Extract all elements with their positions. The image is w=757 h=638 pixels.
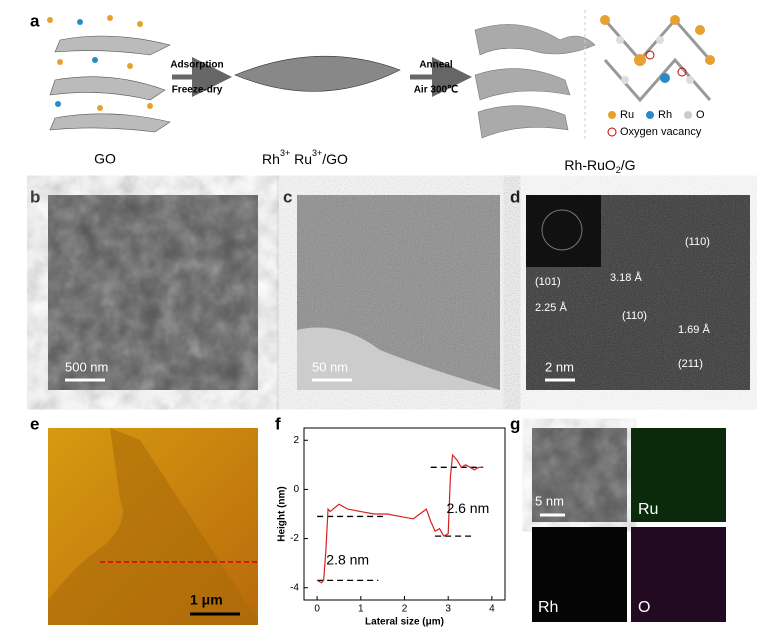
y-tick-label: -4 [290, 582, 299, 593]
go-sheets [49, 35, 171, 133]
map-label: O [638, 599, 650, 616]
d-label: 2.25 Å [535, 301, 567, 314]
d-label: (110) [685, 236, 710, 248]
loaded-sheet [234, 55, 401, 92]
x-tick-label: 0 [314, 604, 320, 615]
scale-label: 50 nm [312, 359, 348, 374]
legend-label: Rh [658, 109, 672, 121]
x-tick-label: 1 [358, 604, 364, 615]
caption-sup: 3+ [280, 148, 290, 158]
scale-label: 5 nm [535, 493, 564, 508]
height-profile-chart: 0 1 2 3 4 -4 -2 0 2 Lateral size (μm) Height (nm) 2… [277, 427, 506, 628]
map-label: Rh [538, 599, 558, 616]
ions [47, 15, 153, 111]
d-label: (211) [678, 358, 703, 370]
scale-label: 2 nm [545, 359, 574, 374]
panel-letter: g [510, 414, 520, 433]
legend-label: Oxygen vacancy [620, 126, 702, 138]
caption-sub: 2 [616, 165, 621, 175]
crystal [600, 15, 715, 103]
panel-letter: b [30, 187, 40, 206]
panel-letter: e [30, 414, 39, 433]
step-label: Adsorption [170, 60, 223, 71]
caption: GO [94, 151, 116, 167]
caption: Rh-RuO2/G [564, 157, 635, 176]
d-label: 1.69 Å [678, 323, 710, 336]
legend-marker [684, 111, 692, 119]
sem-texture [48, 195, 258, 390]
scale-label: 1 μm [190, 592, 223, 608]
tem-background [297, 327, 500, 390]
caption-part: /G [621, 157, 636, 173]
legend-label: Ru [620, 109, 634, 121]
panel-letter: f [275, 414, 281, 433]
scale-label: 500 nm [65, 359, 108, 374]
step-label: Freeze-dry [172, 85, 223, 96]
caption-sup: 3+ [312, 148, 322, 158]
legend-label: O [696, 109, 705, 121]
ru-map [631, 428, 726, 522]
o-map [631, 527, 726, 622]
graphene-sheets [474, 24, 596, 139]
x-axis-label: Lateral size (μm) [365, 617, 444, 628]
d-label: (101) [535, 276, 561, 288]
caption-part: Ru [290, 151, 312, 167]
y-axis-label: Height (nm) [277, 486, 288, 542]
y-tick-label: -2 [290, 533, 299, 544]
rh-map [532, 527, 627, 622]
saed-ring [541, 209, 583, 251]
d-label: (110) [622, 310, 647, 322]
step-label: Air 300℃ [414, 85, 459, 96]
caption: Rh3+ Ru3+/GO [262, 148, 348, 166]
caption-part: /GO [322, 151, 348, 167]
x-tick-label: 3 [445, 604, 451, 615]
d-label: 3.18 Å [610, 271, 642, 284]
annotation: 2.8 nm [326, 551, 369, 567]
legend-marker [646, 111, 654, 119]
panel-letter: d [510, 187, 520, 206]
x-tick-label: 2 [402, 604, 408, 615]
profile-line [316, 453, 484, 584]
afm-sheet [48, 428, 258, 625]
panel-letter: c [283, 187, 292, 206]
caption-part: Rh-RuO [564, 157, 615, 173]
step-label: Anneal [419, 60, 453, 71]
legend-marker [608, 111, 616, 119]
annotation: 2.6 nm [446, 500, 489, 516]
panel-letter: a [30, 11, 40, 30]
y-tick-label: 0 [293, 484, 299, 495]
x-tick-label: 4 [489, 604, 495, 615]
saed-inset [526, 195, 601, 267]
y-tick-label: 2 [293, 435, 299, 446]
map-label: Ru [638, 501, 658, 518]
haadf-texture [532, 428, 627, 522]
legend-marker [607, 127, 617, 137]
caption-part: Rh [262, 151, 280, 167]
